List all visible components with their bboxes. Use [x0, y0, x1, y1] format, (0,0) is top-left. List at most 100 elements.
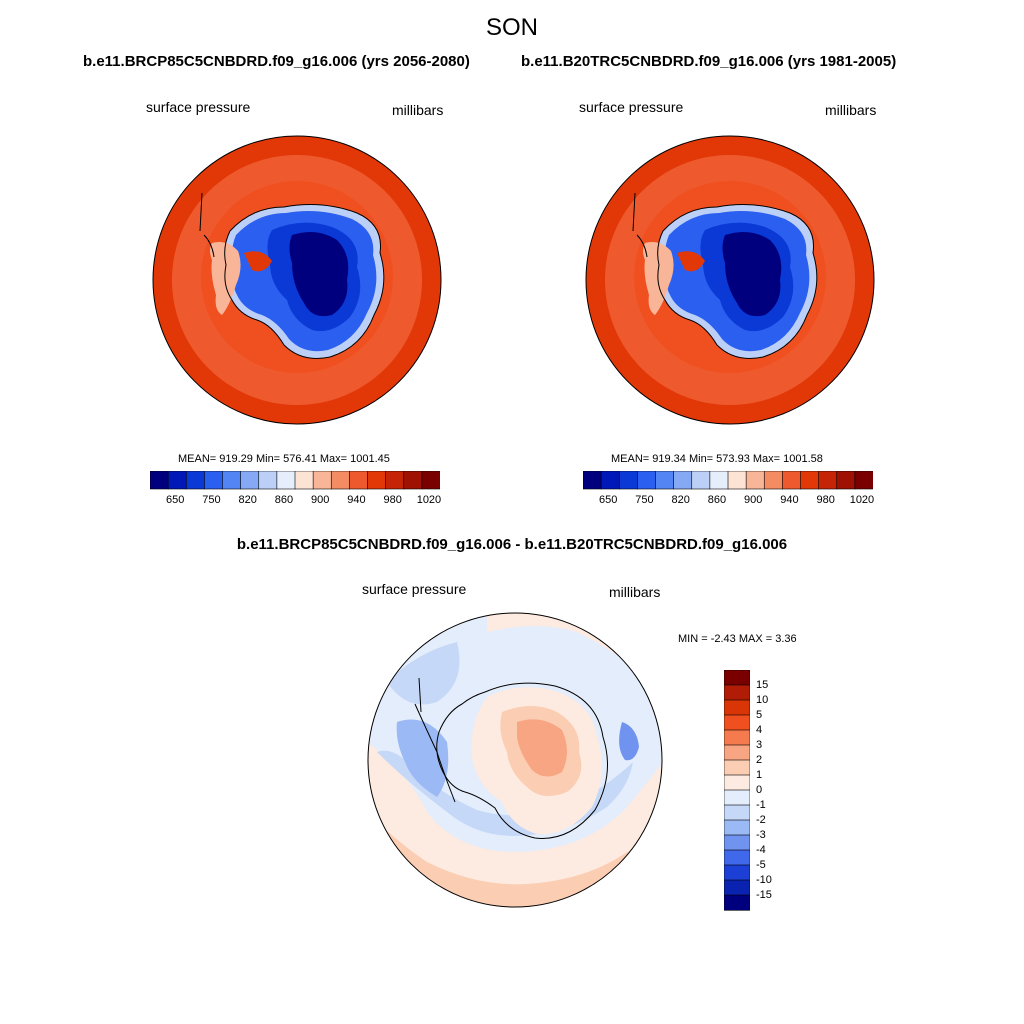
colorbar-swatch: [312, 471, 332, 490]
colorbar-swatch: [421, 471, 440, 490]
colorbar-swatch: [673, 471, 693, 490]
colorbar-swatch: [330, 471, 350, 490]
colorbar-swatch: [724, 774, 750, 791]
colorbar-right: [583, 471, 873, 490]
colorbar-swatch: [583, 471, 602, 490]
colorbar-swatch: [854, 471, 873, 490]
colorbar-tick-label: 860: [274, 494, 294, 506]
colorbar-swatch: [150, 471, 169, 490]
colorbar-swatch: [724, 729, 750, 746]
colorbar-swatch: [600, 471, 620, 490]
colorbar-swatch: [724, 714, 750, 731]
panel-right-map: [585, 135, 875, 425]
panel-left-stats: MEAN= 919.29 Min= 576.41 Max= 1001.45: [178, 453, 390, 465]
colorbar-tick-label: 0: [756, 784, 763, 796]
colorbar-swatch: [204, 471, 224, 490]
colorbar-swatch: [724, 670, 750, 686]
colorbar-swatch: [349, 471, 369, 490]
colorbar-swatch: [637, 471, 657, 490]
colorbar-tick-label: -5: [756, 859, 766, 871]
panel-left-map: [152, 135, 442, 425]
colorbar-swatch: [222, 471, 242, 490]
colorbar-swatch: [818, 471, 838, 490]
colorbar-swatch: [724, 789, 750, 806]
colorbar-swatch: [724, 819, 750, 836]
colorbar-tick-label: 940: [780, 494, 799, 506]
colorbar-left: [150, 471, 440, 490]
colorbar-tick-label: 3: [756, 739, 763, 751]
colorbar-swatch: [276, 471, 296, 490]
colorbar-swatch: [724, 834, 750, 851]
colorbar-tick-label: 750: [635, 494, 654, 506]
colorbar-tick-label: 940: [347, 494, 366, 506]
colorbar-swatch: [403, 471, 423, 490]
colorbar-swatch: [763, 471, 783, 490]
diff-units: millibars: [609, 584, 661, 600]
colorbar-swatch: [618, 471, 638, 490]
diff-map: [367, 612, 663, 908]
figure-title: SON: [485, 14, 538, 41]
colorbar-tick-label: -3: [756, 829, 766, 841]
colorbar-tick-label: 10: [756, 694, 769, 706]
colorbar-tick-label: 980: [383, 494, 402, 506]
colorbar-swatch: [240, 471, 260, 490]
colorbar-left-labels: 650 750 820 860 900 940 980 1020: [150, 494, 442, 510]
colorbar-swatch: [258, 471, 278, 490]
colorbar-swatch: [167, 471, 187, 490]
colorbar-swatch: [709, 471, 729, 490]
colorbar-tick-label: 820: [238, 494, 257, 506]
panel-right-stats: MEAN= 919.34 Min= 573.93 Max= 1001.58: [611, 453, 823, 465]
colorbar-swatch: [724, 759, 750, 776]
colorbar-tick-label: -4: [756, 844, 766, 856]
colorbar-diff-labels: 15 10 5 4 3 2 1 0 -1 -2 -3 -4 -5 -10 -15: [756, 670, 796, 912]
colorbar-swatch: [724, 849, 750, 866]
colorbar-tick-label: 900: [744, 494, 763, 506]
diff-variable: surface pressure: [362, 581, 467, 597]
panel-left-variable: surface pressure: [146, 99, 251, 115]
colorbar-tick-label: 860: [707, 494, 727, 506]
colorbar-tick-label: 2: [756, 754, 763, 766]
colorbar-tick-label: 1020: [416, 494, 442, 506]
diff-stats: MIN = -2.43 MAX = 3.36: [678, 633, 797, 645]
colorbar-swatch: [724, 684, 750, 701]
colorbar-tick-label: 4: [756, 724, 763, 736]
colorbar-swatch: [724, 879, 750, 896]
colorbar-swatch: [745, 471, 765, 490]
colorbar-swatch: [691, 471, 711, 490]
colorbar-tick-label: -1: [756, 799, 766, 811]
colorbar-tick-label: 750: [202, 494, 221, 506]
colorbar-tick-label: 5: [756, 709, 763, 721]
colorbar-tick-label: 820: [671, 494, 690, 506]
colorbar-swatch: [782, 471, 802, 490]
colorbar-tick-label: -2: [756, 814, 766, 826]
colorbar-tick-label: 650: [166, 494, 185, 506]
colorbar-tick-label: 1: [756, 769, 763, 781]
colorbar-tick-label: 900: [311, 494, 330, 506]
colorbar-swatch: [724, 864, 750, 881]
colorbar-tick-label: 650: [599, 494, 618, 506]
panel-right-variable: surface pressure: [579, 99, 684, 115]
colorbar-swatch: [724, 744, 750, 761]
case-right-title: b.e11.B20TRC5CNBDRD.f09_g16.006 (yrs 198…: [521, 53, 897, 70]
colorbar-swatch: [800, 471, 820, 490]
colorbar-right-labels: 650 750 820 860 900 940 980 1020: [583, 494, 875, 510]
panel-left-units: millibars: [392, 102, 444, 118]
colorbar-swatch: [724, 894, 750, 911]
colorbar-tick-label: -15: [756, 889, 772, 901]
colorbar-swatch: [727, 471, 747, 490]
colorbar-tick-label: 15: [756, 679, 769, 691]
panel-right-units: millibars: [825, 102, 877, 118]
colorbar-swatch: [294, 471, 314, 490]
colorbar-swatch: [185, 471, 205, 490]
colorbar-swatch: [655, 471, 675, 490]
colorbar-tick-label: -10: [756, 874, 772, 886]
colorbar-swatch: [367, 471, 387, 490]
case-left-title: b.e11.BRCP85C5CNBDRD.f09_g16.006 (yrs 20…: [83, 53, 470, 70]
colorbar-diff: [724, 670, 750, 911]
colorbar-swatch: [385, 471, 405, 490]
colorbar-swatch: [724, 699, 750, 716]
diff-title: b.e11.BRCP85C5CNBDRD.f09_g16.006 - b.e11…: [236, 536, 788, 553]
colorbar-tick-label: 1020: [849, 494, 875, 506]
colorbar-swatch: [724, 804, 750, 821]
colorbar-tick-label: 980: [816, 494, 835, 506]
